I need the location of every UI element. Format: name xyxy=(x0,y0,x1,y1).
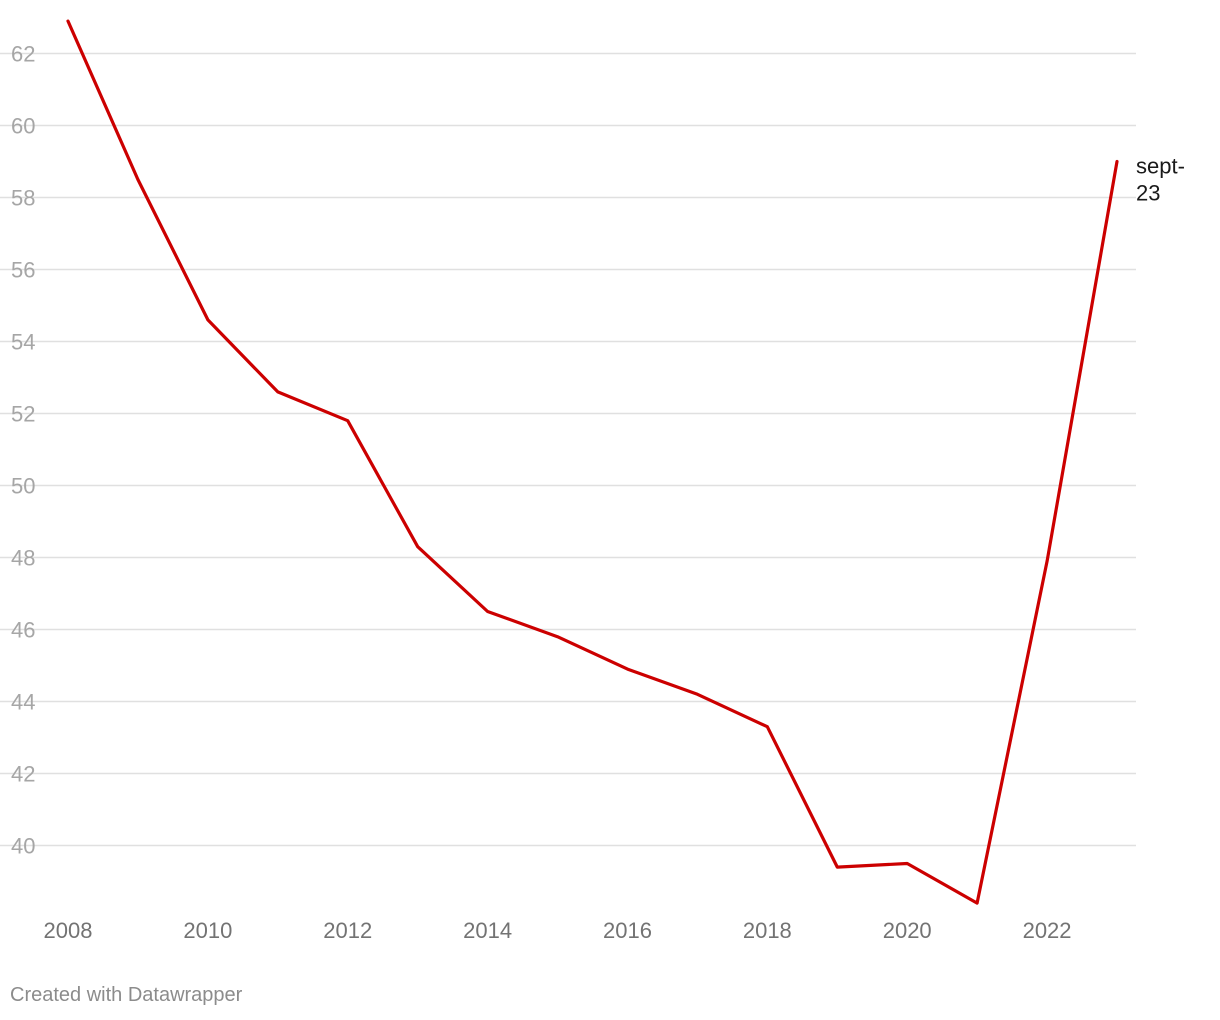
y-tick-label: 44 xyxy=(11,690,35,715)
y-tick-label: 60 xyxy=(11,114,35,139)
gridlines xyxy=(0,52,1136,847)
end-label-line: sept- xyxy=(1136,154,1185,179)
y-tick-label: 48 xyxy=(11,546,35,571)
x-tick-label: 2014 xyxy=(463,918,512,943)
x-tick-label: 2012 xyxy=(323,918,372,943)
y-tick-label: 46 xyxy=(11,618,35,643)
x-tick-label: 2022 xyxy=(1023,918,1072,943)
y-tick-label: 56 xyxy=(11,258,35,283)
x-axis-tick-labels: 2008 2010 2012 2014 2016 2018 2020 2022 xyxy=(44,918,1072,943)
line-chart: 40 42 44 46 48 50 52 54 56 58 60 62 2008 2010 2012 201… xyxy=(0,19,1185,943)
series-line xyxy=(66,19,1119,905)
x-tick-label: 2008 xyxy=(44,918,93,943)
y-tick-label: 40 xyxy=(11,834,35,859)
y-tick-label: 52 xyxy=(11,402,35,427)
x-tick-label: 2018 xyxy=(743,918,792,943)
x-tick-label: 2020 xyxy=(883,918,932,943)
y-tick-label: 42 xyxy=(11,762,35,787)
credit-text: Created with Datawrapper xyxy=(10,984,243,1006)
x-tick-label: 2010 xyxy=(183,918,232,943)
end-label: sept-23 xyxy=(1136,154,1185,206)
end-label-line: 23 xyxy=(1136,181,1160,206)
y-axis-tick-labels: 40 42 44 46 48 50 52 54 56 58 60 62 xyxy=(11,42,35,859)
y-tick-label: 62 xyxy=(11,42,35,67)
end-label-text: sept-23 xyxy=(1136,154,1185,206)
y-tick-label: 58 xyxy=(11,186,35,211)
x-tick-label: 2016 xyxy=(603,918,652,943)
y-tick-label: 50 xyxy=(11,474,35,499)
y-tick-label: 54 xyxy=(11,330,35,355)
series-layer xyxy=(66,19,1119,905)
